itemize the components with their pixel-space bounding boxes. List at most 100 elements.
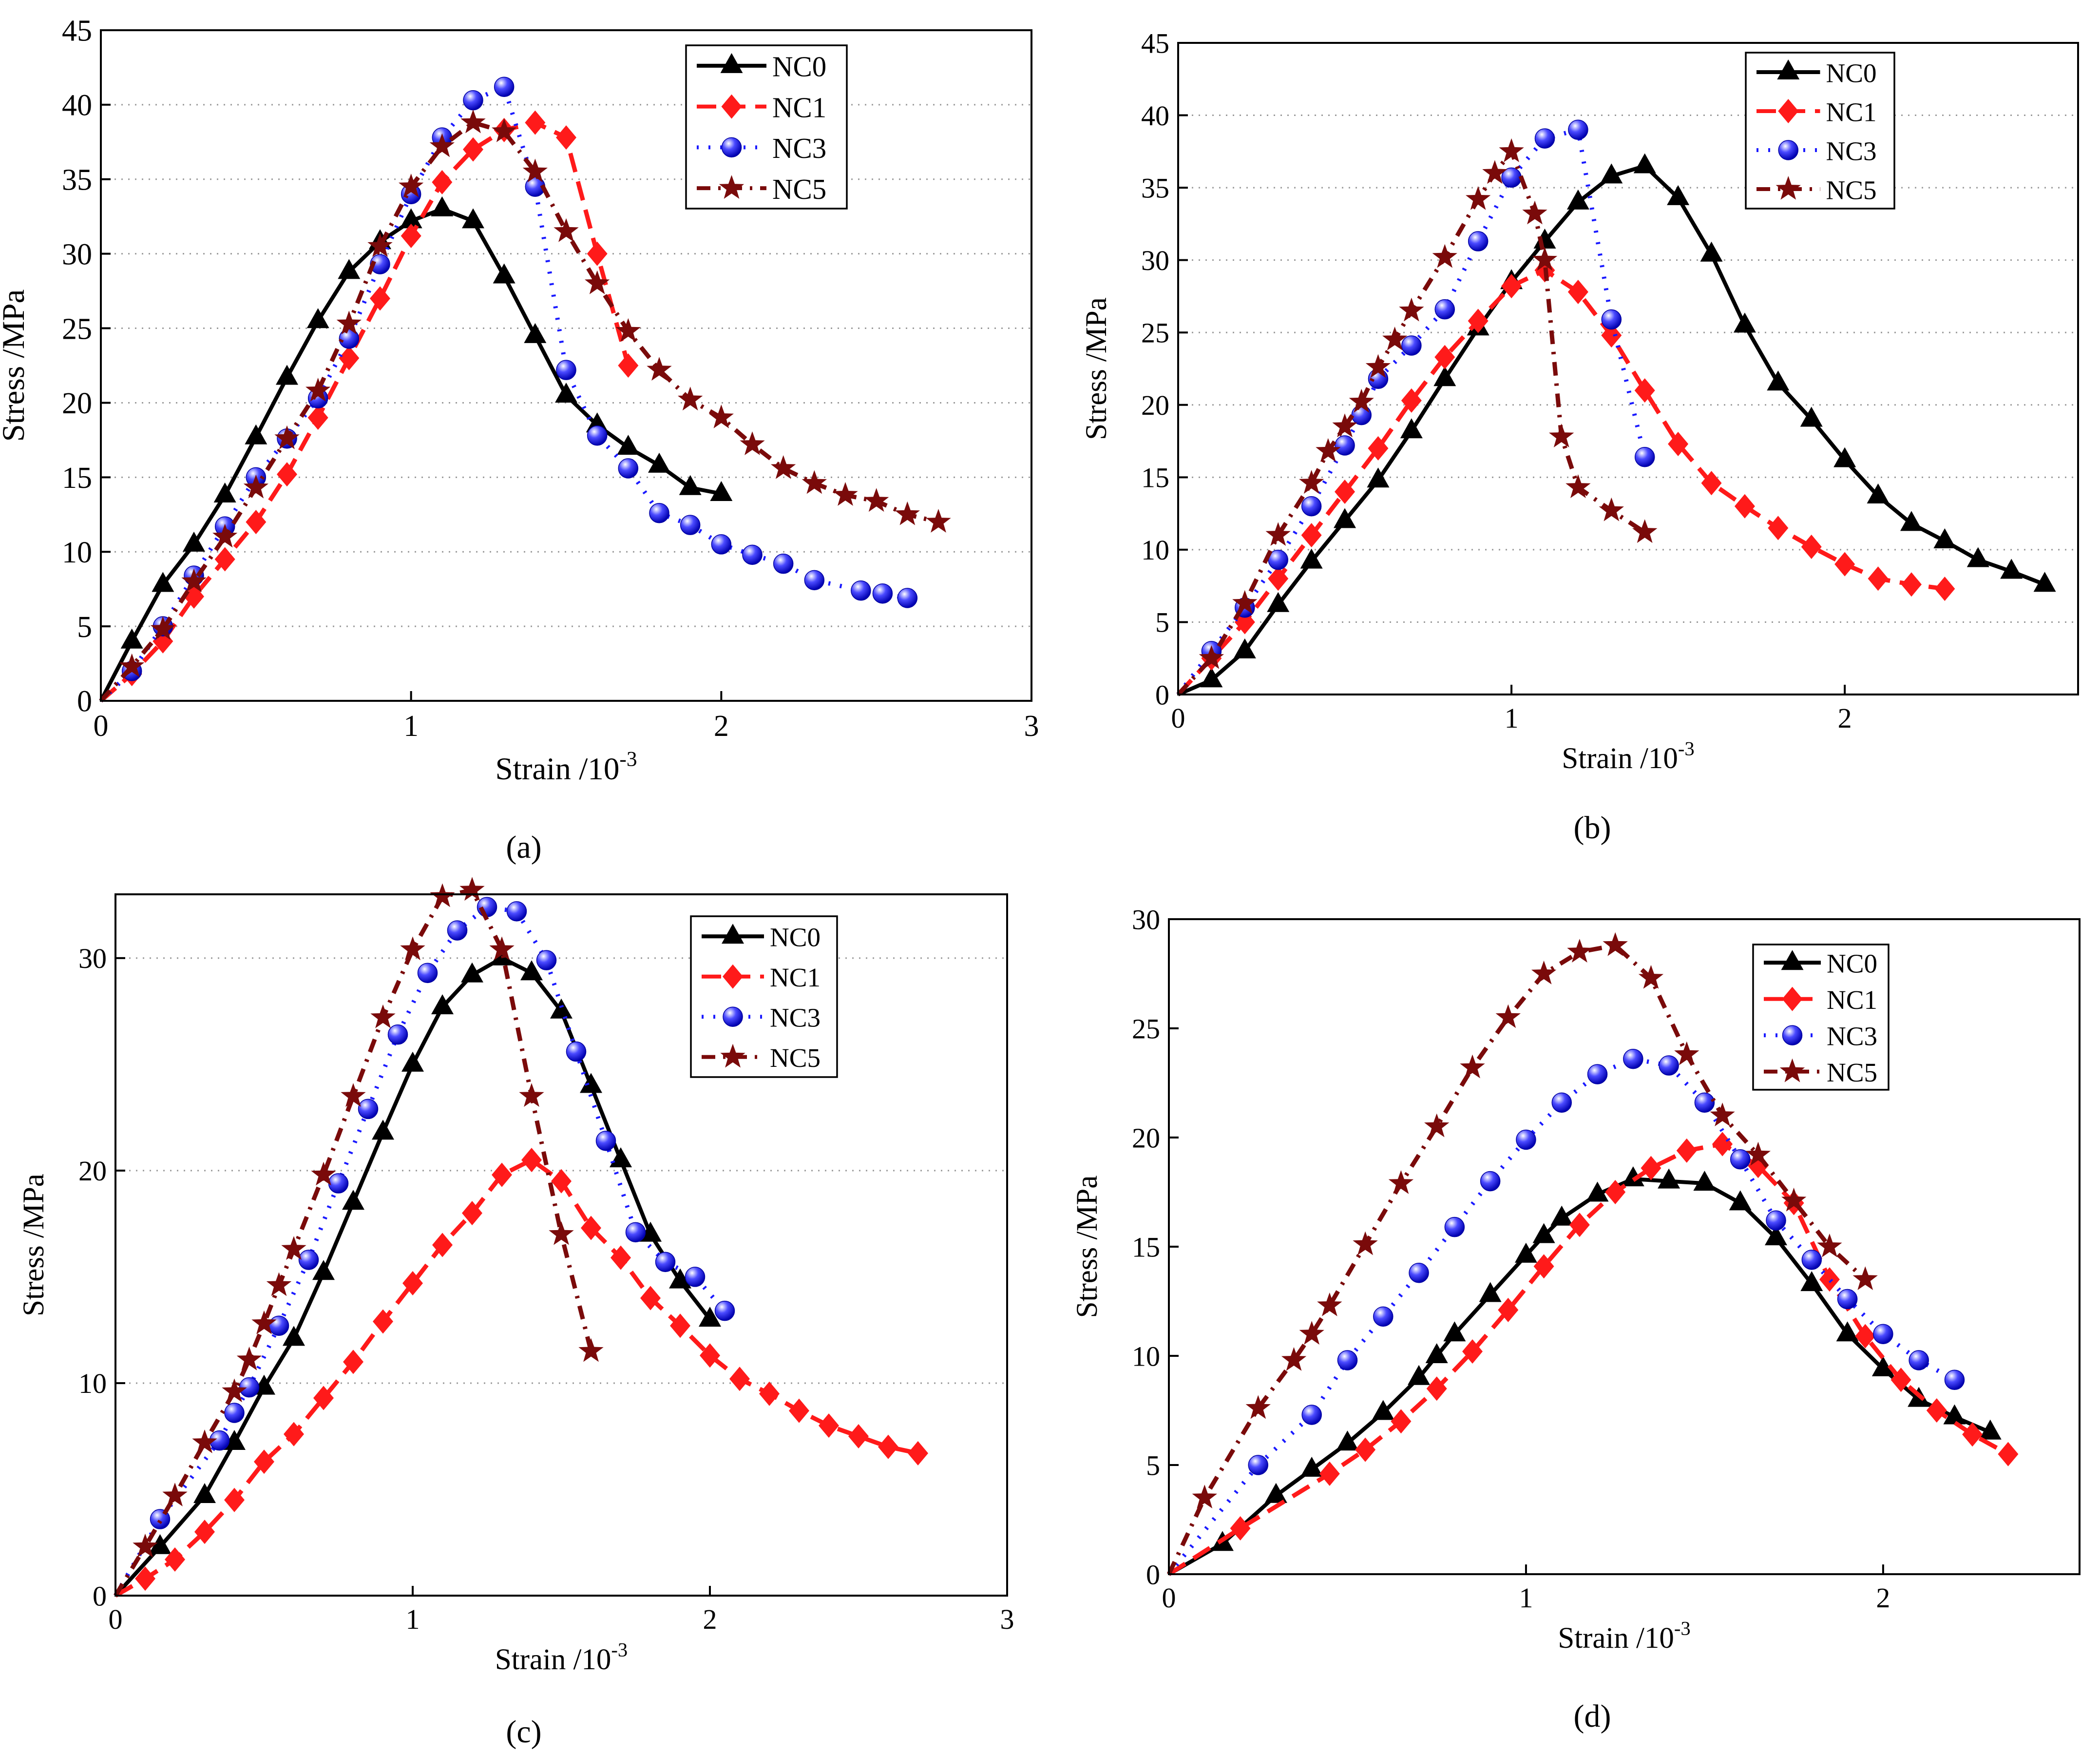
data-point-nc5	[578, 1338, 604, 1362]
x-tick-label: 1	[403, 710, 419, 743]
x-axis-unit: /10	[1636, 1622, 1674, 1655]
legend: NC0 NC1 NC3 NC5	[1752, 944, 1890, 1091]
series-line-nc3	[99, 84, 908, 703]
legend-marker-nc5	[720, 1043, 745, 1068]
data-point-nc0	[213, 482, 236, 503]
data-point-nc5	[192, 1429, 217, 1453]
y-tick-label: 0	[1155, 679, 1169, 711]
y-tick-label: 25	[62, 312, 92, 346]
data-point-nc0	[1600, 163, 1623, 184]
data-point-nc5	[370, 1004, 396, 1028]
series-line-nc1	[114, 1157, 918, 1598]
y-tick-label: 20	[1132, 1122, 1160, 1154]
data-point-nc0	[617, 435, 640, 455]
data-point-nc3	[239, 1377, 260, 1398]
data-point-nc0	[1836, 1321, 1859, 1342]
data-point-nc5	[1632, 519, 1658, 543]
plot-frame	[100, 29, 1032, 702]
data-point-nc3	[358, 1099, 379, 1119]
x-tick-label: 2	[1876, 1582, 1890, 1614]
data-point-nc1	[1498, 1297, 1519, 1322]
data-point-nc5	[519, 1083, 544, 1107]
y-tick-label: 25	[1141, 317, 1169, 349]
data-point-nc3	[649, 502, 669, 523]
data-point-nc3	[625, 1222, 646, 1243]
data-point-nc0	[1200, 667, 1223, 688]
data-point-nc3	[1587, 1064, 1608, 1084]
x-tick-label: 0	[1171, 702, 1185, 734]
data-point-nc0	[342, 1190, 364, 1210]
data-point-nc0	[193, 1483, 216, 1504]
data-point-nc5	[1424, 1113, 1450, 1138]
data-point-nc3	[1434, 299, 1455, 320]
data-point-nc3	[387, 1024, 408, 1045]
data-point-nc3	[851, 580, 871, 601]
data-point-nc1	[432, 1233, 453, 1257]
data-point-nc3	[1401, 335, 1422, 356]
data-point-nc1	[432, 170, 453, 194]
data-point-nc3	[1601, 309, 1622, 330]
data-point-nc1	[462, 1201, 482, 1226]
data-point-nc1	[1335, 480, 1355, 504]
legend-label-nc1: NC1	[1827, 985, 1877, 1015]
data-point-nc0	[120, 628, 143, 649]
data-point-nc3	[328, 1173, 349, 1194]
data-point-nc1	[373, 1309, 393, 1334]
data-point-nc3	[224, 1403, 245, 1423]
data-point-nc3	[1516, 1129, 1536, 1150]
data-point-nc1	[1998, 1442, 2019, 1466]
data-point-nc1	[1567, 280, 1588, 305]
data-point-nc0	[1433, 366, 1456, 386]
data-point-nc5	[305, 378, 331, 402]
x-axis-exponent: -3	[1678, 738, 1695, 760]
legend-marker-nc1	[721, 94, 742, 119]
data-point-nc3	[1337, 1350, 1358, 1370]
data-point-nc5	[1299, 470, 1324, 494]
y-tick-label: 0	[1146, 1559, 1160, 1590]
data-point-nc1	[1701, 471, 1722, 496]
data-point-nc0	[1334, 508, 1356, 528]
data-point-nc0	[461, 962, 483, 983]
data-point-nc0	[1267, 592, 1290, 612]
data-point-nc0	[1933, 528, 1956, 549]
data-point-nc0	[312, 1260, 335, 1280]
legend-label-nc0: NC0	[1826, 58, 1877, 88]
legend-marker-nc3	[723, 1006, 743, 1027]
data-point-nc5	[1399, 297, 1424, 322]
data-point-nc0	[1867, 483, 1890, 503]
data-point-nc5	[341, 1083, 366, 1107]
data-point-nc3	[1534, 128, 1555, 149]
data-point-nc3	[1694, 1092, 1715, 1113]
data-point-nc3	[370, 254, 390, 274]
data-point-nc3	[1248, 1455, 1268, 1475]
data-point-nc5	[400, 936, 425, 961]
data-point-nc3	[804, 570, 825, 591]
data-point-nc1	[1501, 274, 1522, 299]
y-tick-label: 20	[78, 1155, 107, 1187]
y-tick-label: 25	[1132, 1013, 1160, 1044]
data-point-nc5	[1382, 327, 1408, 350]
data-point-nc3	[1351, 405, 1372, 425]
x-tick-label: 1	[406, 1603, 420, 1635]
data-point-nc5	[150, 616, 175, 640]
data-point-nc0	[1733, 312, 1756, 333]
legend: NC0 NC1 NC3 NC5	[690, 915, 838, 1078]
data-point-nc5	[1245, 1395, 1271, 1419]
data-point-nc5	[460, 109, 486, 134]
data-point-nc5	[1482, 160, 1508, 184]
data-point-nc3	[1730, 1149, 1751, 1170]
x-axis-label: Strain	[495, 752, 579, 787]
data-point-nc3	[897, 588, 918, 608]
data-point-nc5	[1365, 354, 1391, 378]
y-tick-label: 30	[1141, 245, 1169, 276]
data-point-nc5	[864, 488, 889, 512]
data-point-nc1	[1641, 1156, 1661, 1180]
data-point-nc1	[1605, 1180, 1626, 1204]
y-tick-label: 5	[1155, 607, 1169, 638]
data-point-nc3	[1409, 1263, 1429, 1283]
data-point-nc5	[1332, 413, 1357, 438]
x-axis-unit: /10	[1640, 742, 1678, 775]
data-point-nc1	[1890, 1368, 1911, 1392]
